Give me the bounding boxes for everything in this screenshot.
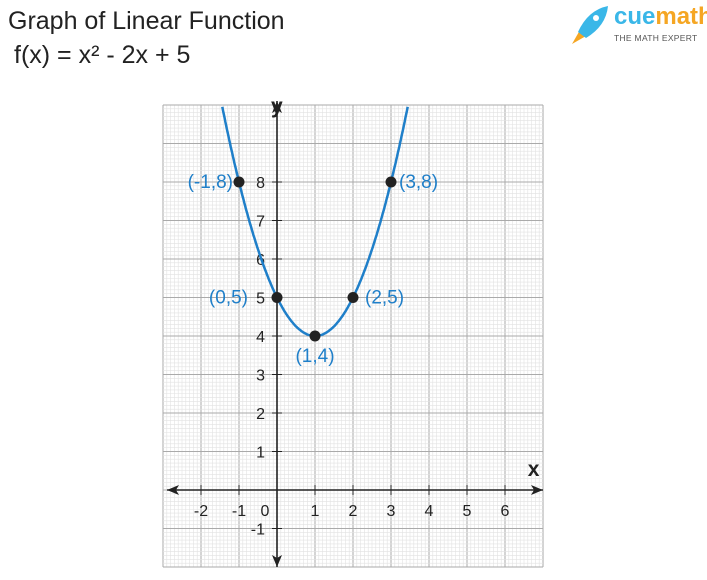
brand-name: cuemath <box>614 3 707 30</box>
point-label: (3,8) <box>399 172 438 193</box>
rocket-logo-icon <box>572 6 608 44</box>
function-label: f(x) = x² - 2x + 5 <box>14 41 191 69</box>
y-tick-label: 5 <box>256 291 265 308</box>
x-tick-label: 0 <box>261 503 270 520</box>
x-axis-left-arrow-icon <box>167 485 179 495</box>
point-label: (1,4) <box>295 346 334 367</box>
brand-tagline: THE MATH EXPERT <box>614 33 698 43</box>
chart-title: Graph of Linear Function <box>8 7 285 35</box>
point-label: (0,5) <box>209 288 248 309</box>
x-tick-label: 1 <box>311 503 320 520</box>
x-tick-label: 3 <box>387 503 396 520</box>
y-axis-top-arrow-icon <box>272 101 282 113</box>
y-axis-bottom-arrow-icon <box>272 555 282 567</box>
x-tick-label: 5 <box>463 503 472 520</box>
point-label: (2,5) <box>365 288 404 309</box>
point-label: (-1,8) <box>188 172 233 193</box>
y-tick-label: 7 <box>256 214 265 231</box>
x-tick-label: 4 <box>425 503 434 520</box>
x-tick-label: -2 <box>194 503 208 520</box>
y-tick-label: 1 <box>256 445 265 462</box>
y-tick-label: 4 <box>256 329 265 346</box>
data-point <box>385 176 397 188</box>
x-tick-label: -1 <box>232 503 246 520</box>
y-tick-label: 8 <box>256 175 265 192</box>
data-point <box>233 176 245 188</box>
y-axis-label: y <box>271 95 283 118</box>
y-tick-label: -1 <box>251 522 265 539</box>
data-point <box>309 330 321 342</box>
data-point <box>271 292 283 303</box>
x-axis-label: x <box>528 458 540 481</box>
data-point <box>347 292 359 303</box>
y-tick-label: 2 <box>256 406 265 423</box>
x-tick-label: 2 <box>349 503 358 520</box>
x-axis-right-arrow-icon <box>531 485 543 495</box>
x-tick-label: 6 <box>501 503 510 520</box>
y-tick-label: 3 <box>256 368 265 385</box>
